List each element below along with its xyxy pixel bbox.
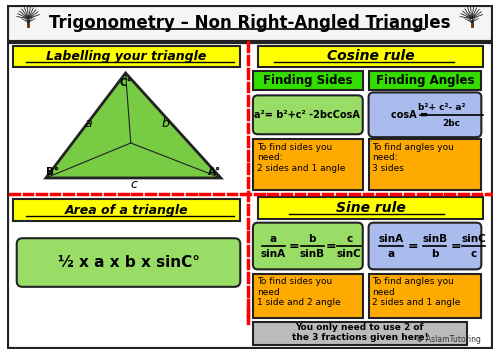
FancyBboxPatch shape: [368, 92, 482, 137]
Bar: [253, 274, 363, 318]
Text: a: a: [85, 117, 92, 130]
FancyBboxPatch shape: [253, 95, 363, 134]
Text: Trigonometry – Non Right-Angled Triangles: Trigonometry – Non Right-Angled Triangle…: [49, 15, 451, 33]
Text: Labelling your triangle: Labelling your triangle: [46, 50, 206, 63]
Text: © AslamTutoring: © AslamTutoring: [416, 335, 482, 344]
FancyBboxPatch shape: [253, 223, 363, 269]
Bar: [13, 199, 240, 221]
Text: ½ x a x b x sinC°: ½ x a x b x sinC°: [58, 255, 200, 270]
Bar: [7, 5, 493, 42]
Text: c: c: [346, 234, 352, 244]
Text: sinB: sinB: [300, 249, 325, 259]
Bar: [258, 46, 484, 67]
FancyBboxPatch shape: [368, 223, 482, 269]
Text: =: =: [451, 240, 462, 252]
Text: To find angles you
need
2 sides and 1 angle: To find angles you need 2 sides and 1 an…: [372, 277, 461, 307]
Text: sinB: sinB: [422, 234, 447, 244]
Bar: [258, 198, 484, 219]
Text: c: c: [130, 178, 137, 191]
Text: C°: C°: [119, 78, 132, 88]
Bar: [368, 139, 482, 190]
Text: To find sides you
need:
2 sides and 1 angle: To find sides you need: 2 sides and 1 an…: [257, 143, 345, 173]
Text: Sine rule: Sine rule: [336, 201, 406, 215]
Text: Finding Sides: Finding Sides: [262, 74, 352, 87]
Text: sinC: sinC: [337, 249, 361, 259]
Text: 2bc: 2bc: [442, 119, 460, 128]
Text: c: c: [470, 249, 476, 259]
Text: To find sides you
need
1 side and 2 angle: To find sides you need 1 side and 2 angl…: [257, 277, 340, 307]
Text: To find angles you
need:
3 sides: To find angles you need: 3 sides: [372, 143, 454, 173]
Text: =: =: [288, 240, 299, 252]
Text: sinA: sinA: [378, 234, 404, 244]
Text: b: b: [431, 249, 438, 259]
Text: b: b: [162, 117, 170, 130]
Bar: [253, 139, 363, 190]
Text: Area of a triangle: Area of a triangle: [64, 204, 188, 217]
Text: b: b: [308, 234, 316, 244]
Bar: [368, 71, 482, 91]
Text: b²+ c²- a²: b²+ c²- a²: [418, 103, 465, 113]
Text: B°: B°: [46, 167, 59, 177]
Text: Finding Angles: Finding Angles: [376, 74, 474, 87]
Text: a²= b²+c² -2bcCosA: a²= b²+c² -2bcCosA: [254, 110, 360, 120]
Text: You only need to use 2 of
the 3 fractions given here!: You only need to use 2 of the 3 fraction…: [292, 323, 428, 342]
Bar: [368, 274, 482, 318]
Bar: [253, 322, 467, 345]
Bar: [13, 46, 240, 67]
Polygon shape: [46, 73, 221, 178]
Text: =: =: [326, 240, 336, 252]
Text: Cosine rule: Cosine rule: [326, 50, 414, 63]
Text: a: a: [388, 249, 394, 259]
Text: sinC: sinC: [461, 234, 486, 244]
Bar: [253, 71, 363, 91]
Text: cosA =: cosA =: [391, 110, 428, 120]
Text: =: =: [408, 240, 418, 252]
Text: a: a: [270, 234, 277, 244]
FancyBboxPatch shape: [16, 238, 240, 287]
Text: sinA: sinA: [261, 249, 286, 259]
Text: A°: A°: [208, 167, 220, 177]
